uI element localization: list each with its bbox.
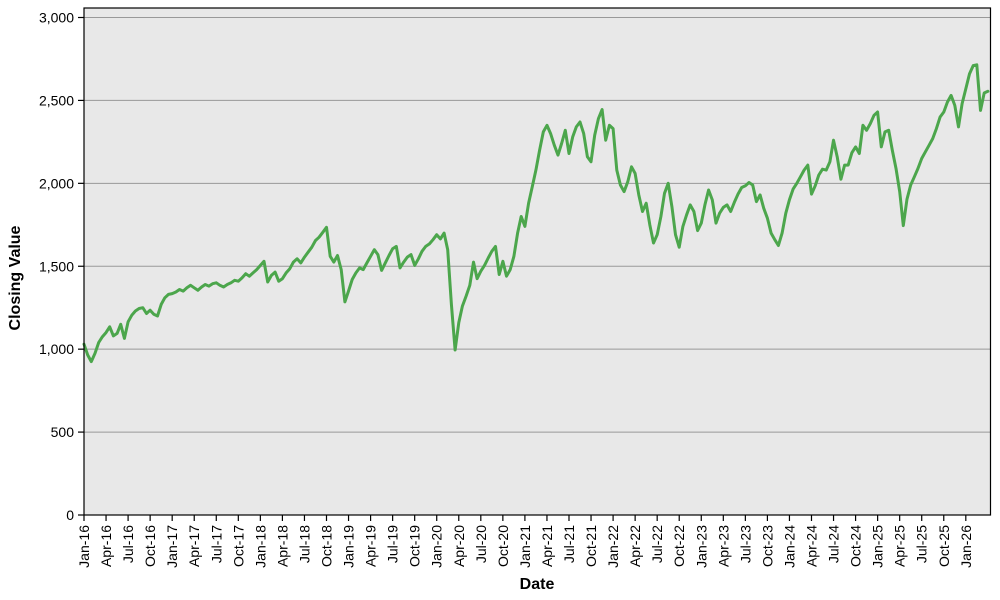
x-tick-label: Apr-25 bbox=[892, 525, 908, 567]
x-tick-label: Apr-20 bbox=[451, 525, 467, 567]
x-tick-label: Jan-25 bbox=[870, 525, 886, 568]
x-tick-label: Jan-20 bbox=[429, 525, 445, 568]
x-tick-label: Oct-25 bbox=[936, 525, 952, 567]
y-tick-label: 2,500 bbox=[39, 92, 74, 108]
x-tick-label: Oct-18 bbox=[318, 525, 334, 567]
x-tick-label: Jan-24 bbox=[781, 525, 797, 568]
x-tick-label: Jul-21 bbox=[561, 525, 577, 563]
x-tick-label: Oct-21 bbox=[583, 525, 599, 567]
plot-border bbox=[83, 7, 992, 516]
x-tick-label: Apr-22 bbox=[627, 525, 643, 567]
chart-layers: 0 500 1,000 1,500 2,000 2,500 3,000 Jan-16 Apr-1… bbox=[39, 7, 992, 568]
y-tick-label: 500 bbox=[51, 424, 75, 440]
x-tick-label: Oct-20 bbox=[495, 525, 511, 567]
y-tick-label: 2,000 bbox=[39, 175, 74, 191]
x-tick-label: Apr-19 bbox=[363, 525, 379, 567]
x-tick-label: Apr-21 bbox=[539, 525, 555, 567]
x-tick-label: Jan-16 bbox=[76, 525, 92, 568]
x-tick-label: Jan-18 bbox=[252, 525, 268, 568]
x-tick-label: Oct-19 bbox=[407, 525, 423, 567]
x-tick-label: Oct-17 bbox=[230, 525, 246, 567]
y-axis-title: Closing Value bbox=[7, 225, 24, 330]
y-tick-label: 3,000 bbox=[39, 10, 74, 26]
x-tick-label: Oct-24 bbox=[848, 525, 864, 567]
x-tick-label: Apr-18 bbox=[274, 525, 290, 567]
y-tick-label: 1,000 bbox=[39, 341, 74, 357]
x-tick-label: Jul-20 bbox=[473, 525, 489, 563]
x-tick-label: Jan-26 bbox=[958, 525, 974, 568]
x-tick-label: Oct-23 bbox=[759, 525, 775, 567]
x-tick-label: Jul-22 bbox=[649, 525, 665, 563]
x-tick-label: Jul-23 bbox=[737, 525, 753, 563]
x-tick-label: Jan-19 bbox=[341, 525, 357, 568]
x-tick-label: Oct-16 bbox=[142, 525, 158, 567]
x-tick-label: Jan-21 bbox=[517, 525, 533, 568]
x-tick-label: Jul-19 bbox=[385, 525, 401, 563]
x-tick-label: Jan-23 bbox=[693, 525, 709, 568]
x-tick-label: Jul-25 bbox=[914, 525, 930, 563]
x-tick-label: Apr-17 bbox=[186, 525, 202, 567]
x-tick-label: Apr-24 bbox=[803, 525, 819, 567]
x-tick-label: Jan-22 bbox=[605, 525, 621, 568]
price-line bbox=[82, 63, 990, 364]
x-tick-label: Jan-17 bbox=[164, 525, 180, 568]
x-tick-label: Apr-16 bbox=[98, 525, 114, 567]
plot-area bbox=[84, 8, 991, 515]
y-tick-label: 1,500 bbox=[39, 258, 74, 274]
x-tick-label: Jul-24 bbox=[826, 525, 842, 563]
x-axis-title: Date bbox=[520, 576, 555, 593]
x-tick-label: Jul-16 bbox=[120, 525, 136, 563]
x-tick-label: Jul-17 bbox=[208, 525, 224, 563]
y-tick-label: 0 bbox=[66, 507, 74, 523]
x-tick-label: Apr-23 bbox=[715, 525, 731, 567]
x-tick-label: Oct-22 bbox=[671, 525, 687, 567]
x-tick-label: Jul-18 bbox=[296, 525, 312, 563]
